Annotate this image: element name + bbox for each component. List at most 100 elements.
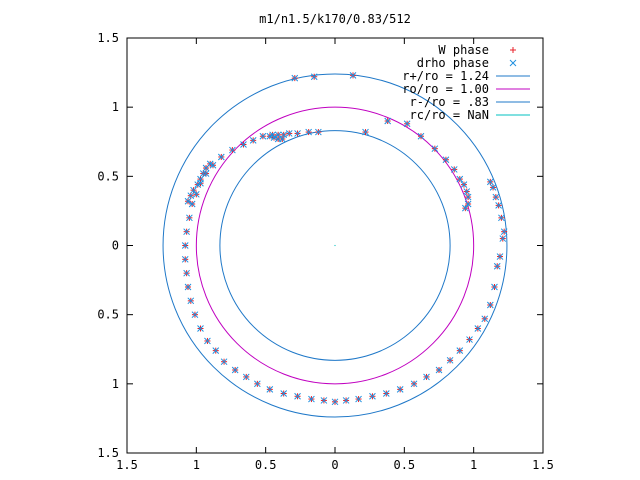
x-tick-label: 1.5: [116, 458, 138, 472]
data-point: [403, 120, 411, 128]
legend-label: ro/ro = 1.00: [402, 82, 489, 96]
series-1: [181, 71, 508, 406]
data-point: [212, 347, 220, 354]
data-point: [431, 145, 439, 153]
data-point: [192, 190, 200, 198]
data-point: [464, 200, 472, 208]
data-point: [183, 228, 190, 236]
y-tick-label: 1: [112, 100, 119, 114]
data-point: [489, 184, 497, 191]
data-point: [217, 153, 225, 161]
data-point: [249, 137, 257, 144]
data-point: [191, 311, 199, 319]
data-point: [184, 197, 192, 205]
x-tick-label: 1.5: [532, 458, 554, 472]
y-tick-label: 0.5: [97, 169, 119, 183]
data-points: [181, 71, 508, 406]
data-point: [498, 214, 505, 222]
y-tick-label: 1: [112, 377, 119, 391]
data-point: [410, 380, 418, 388]
data-point: [499, 235, 507, 242]
data-point: [305, 128, 313, 136]
data-point: [396, 386, 404, 393]
series-0: [182, 72, 508, 405]
legend-label: W phase: [438, 43, 489, 57]
data-point: [493, 262, 501, 270]
data-point: [481, 315, 489, 323]
legend-label: rc/ro = NaN: [410, 108, 489, 122]
data-point: [259, 132, 267, 140]
data-point: [463, 188, 471, 195]
data-point: [183, 269, 190, 277]
data-point: [355, 395, 362, 403]
legend-marker: [509, 59, 517, 67]
data-point: [466, 336, 473, 343]
data-point: [369, 392, 376, 400]
data-point: [446, 356, 454, 364]
circle-curve-0: [162, 73, 508, 418]
y-tick-label: 0: [112, 239, 119, 253]
data-point: [417, 132, 425, 140]
data-point: [181, 242, 189, 249]
data-point: [342, 397, 350, 404]
data-point: [423, 373, 430, 381]
chart-title: m1/n1.5/k170/0.83/512: [259, 12, 411, 26]
data-point: [474, 325, 482, 332]
data-point: [181, 255, 189, 263]
legend-marker: [510, 47, 516, 53]
data-point: [266, 132, 274, 140]
data-point: [456, 347, 464, 354]
data-point: [315, 128, 322, 136]
data-point: [310, 73, 318, 81]
y-tick-label: 1.5: [97, 31, 119, 45]
data-point: [495, 202, 502, 209]
data-point: [202, 170, 210, 177]
data-point: [270, 134, 278, 141]
data-point: [456, 175, 464, 183]
data-point: [242, 373, 250, 381]
legend-label: drho phase: [417, 56, 489, 70]
x-tick-label: 0.5: [393, 458, 415, 472]
data-point: [291, 74, 299, 82]
axes: 1.5 1 0.5 0 0.5 1 1.51.510.500.511.5: [97, 31, 554, 472]
data-point: [491, 283, 498, 291]
data-point: [464, 193, 472, 201]
y-tick-label: 1.5: [97, 446, 119, 460]
data-point: [194, 181, 202, 188]
data-point: [294, 130, 301, 137]
data-point: [320, 397, 328, 404]
data-point: [266, 386, 274, 393]
y-tick-label: 0.5: [97, 308, 119, 322]
data-point: [460, 181, 468, 188]
data-point: [331, 398, 339, 406]
data-point: [253, 380, 261, 388]
data-point: [294, 392, 301, 400]
data-point: [285, 130, 293, 137]
circle-curve-1: [195, 106, 475, 385]
data-point: [486, 178, 494, 186]
data-point: [500, 228, 508, 236]
data-point: [187, 297, 195, 305]
legend-label: r+/ro = 1.24: [402, 69, 489, 83]
data-point: [204, 337, 211, 345]
x-tick-label: 0.5: [255, 458, 277, 472]
data-point: [450, 166, 458, 173]
data-point: [442, 156, 450, 164]
data-point: [240, 141, 247, 148]
data-point: [199, 170, 207, 177]
data-point: [197, 175, 204, 183]
legend-label: r-/ro = .83: [410, 95, 489, 109]
data-point: [280, 131, 288, 139]
data-point: [188, 200, 196, 208]
data-point: [206, 160, 214, 168]
data-point: [461, 204, 469, 212]
data-point: [229, 146, 236, 154]
data-point: [220, 358, 228, 366]
circle-curve-center: [334, 244, 336, 247]
data-point: [486, 301, 494, 309]
data-point: [435, 366, 443, 374]
data-point: [492, 193, 500, 201]
data-point: [280, 390, 288, 397]
